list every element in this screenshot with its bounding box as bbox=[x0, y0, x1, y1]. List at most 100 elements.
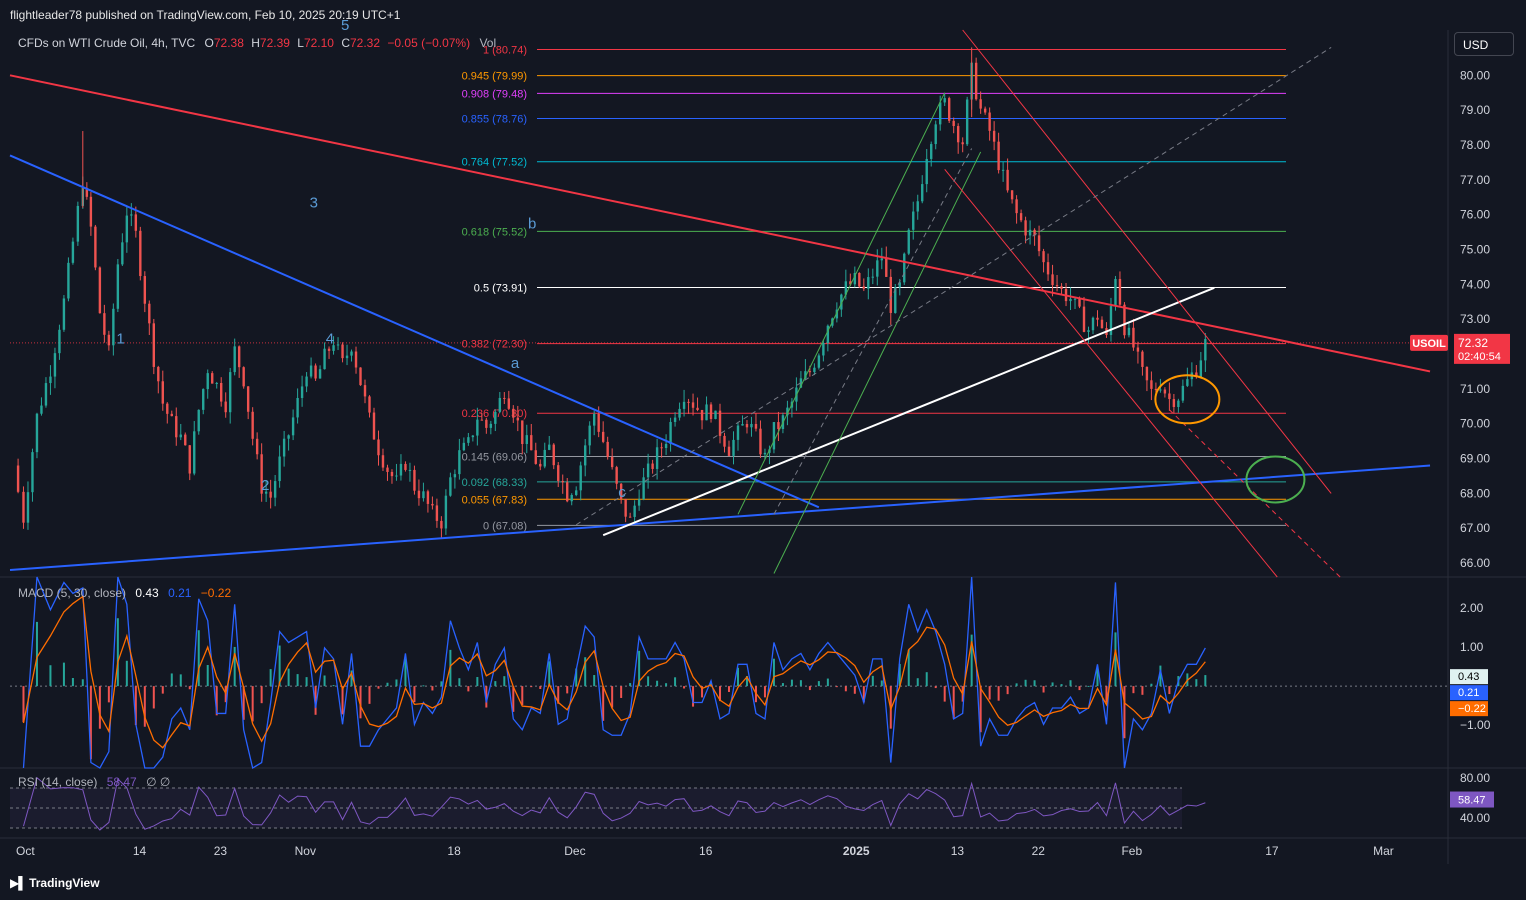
candle-body bbox=[273, 481, 277, 498]
candle-body bbox=[264, 491, 268, 494]
wave-label: 3 bbox=[310, 195, 318, 212]
fib-level-label: 0.055 (67.83) bbox=[462, 494, 527, 506]
macd-histogram-bar bbox=[134, 686, 137, 726]
macd-signal-value: 0.21 bbox=[168, 586, 192, 600]
candle-body bbox=[166, 403, 169, 414]
macd-histogram-bar bbox=[781, 683, 784, 687]
red-dashed-projection bbox=[1169, 409, 1341, 578]
candle-body bbox=[898, 282, 901, 288]
fib-level-label: 0 (67.08) bbox=[483, 520, 527, 532]
candle-body bbox=[440, 520, 443, 529]
candle-body bbox=[314, 365, 317, 379]
candle-body bbox=[220, 382, 223, 402]
price-axis-tick: 79.00 bbox=[1460, 103, 1490, 117]
macd-histogram-bar bbox=[862, 686, 865, 703]
candle-body bbox=[822, 342, 825, 356]
candle-body bbox=[965, 99, 969, 145]
macd-legend: MACD (5, 30, close) 0.43 0.21 −0.22 bbox=[18, 586, 231, 600]
candle-body bbox=[772, 422, 776, 450]
candle-body bbox=[840, 294, 843, 310]
macd-histogram-bar bbox=[925, 672, 928, 687]
candle-body bbox=[934, 124, 937, 145]
candle-body bbox=[1051, 274, 1054, 286]
time-axis-tick: Mar bbox=[1373, 844, 1394, 858]
macd-histogram-bar bbox=[934, 686, 937, 689]
candle-body bbox=[512, 408, 515, 418]
candle-body bbox=[494, 411, 497, 424]
candle-body bbox=[925, 158, 928, 185]
macd-histogram-bar bbox=[566, 686, 569, 694]
candle-body bbox=[94, 226, 97, 268]
candle-body bbox=[961, 142, 964, 145]
candle-body bbox=[184, 434, 187, 446]
candle-body bbox=[1100, 319, 1104, 329]
macd-histogram-bar bbox=[1033, 680, 1036, 687]
candle-body bbox=[619, 483, 623, 499]
macd-histogram-bar bbox=[71, 678, 74, 687]
candle-body bbox=[597, 413, 600, 432]
candle-body bbox=[808, 371, 812, 373]
candle-body bbox=[309, 365, 313, 377]
candle-body bbox=[1033, 229, 1036, 236]
price-tag-symbol: USOIL bbox=[1412, 338, 1446, 350]
price-axis-tick: 73.00 bbox=[1460, 312, 1490, 326]
macd-histogram-bar bbox=[1195, 679, 1198, 687]
currency-button[interactable]: USD bbox=[1454, 32, 1514, 56]
macd-histogram-bar bbox=[512, 686, 515, 712]
candle-body bbox=[552, 444, 555, 466]
candle-body bbox=[871, 276, 874, 278]
candle-body bbox=[1204, 339, 1207, 361]
macd-histogram-bar bbox=[179, 674, 182, 687]
macd-histogram-bar bbox=[970, 634, 973, 687]
macd-histogram-bar bbox=[170, 673, 173, 687]
candle-body bbox=[1087, 330, 1090, 332]
candle-body bbox=[678, 408, 681, 418]
candle-body bbox=[161, 381, 164, 404]
candle-body bbox=[615, 467, 618, 484]
macd-histogram-bar bbox=[1204, 675, 1207, 687]
candle-body bbox=[723, 435, 726, 447]
macd-histogram-bar bbox=[1060, 684, 1063, 687]
macd-histogram-bar bbox=[674, 677, 677, 687]
candle-body bbox=[745, 424, 749, 428]
candle-body bbox=[732, 439, 735, 456]
macd-histogram-bar bbox=[305, 677, 308, 687]
brand-text: TradingView bbox=[29, 876, 100, 890]
candle-body bbox=[876, 260, 879, 277]
macd-histogram-bar bbox=[853, 686, 856, 694]
candle-body bbox=[377, 439, 380, 456]
macd-histogram-bar bbox=[620, 686, 623, 698]
candle-body bbox=[889, 276, 892, 313]
candle-body bbox=[341, 344, 344, 359]
macd-histogram-bar bbox=[125, 660, 128, 687]
macd-histogram-bar bbox=[979, 686, 982, 733]
candle-body bbox=[1195, 372, 1198, 378]
macd-histogram-bar bbox=[341, 686, 344, 715]
candle-body bbox=[943, 98, 946, 103]
candle-body bbox=[718, 410, 722, 436]
candle-body bbox=[548, 444, 551, 450]
macd-histogram-bar bbox=[377, 686, 380, 689]
candle-body bbox=[489, 423, 493, 428]
candle-body bbox=[458, 450, 461, 475]
candle-body bbox=[345, 355, 349, 359]
macd-histogram-bar bbox=[790, 679, 793, 687]
price-tag-symbol-box bbox=[1410, 334, 1448, 351]
candle-body bbox=[417, 490, 421, 499]
price-axis-tick: 75.00 bbox=[1460, 242, 1490, 256]
red-channel-upper bbox=[962, 29, 1332, 494]
price-axis-tick: 66.00 bbox=[1460, 556, 1490, 570]
red-descending-trendline bbox=[9, 74, 1431, 373]
rsi-axis-tick: 40.00 bbox=[1460, 811, 1490, 825]
candle-body bbox=[956, 126, 960, 143]
macd-histogram-bar bbox=[49, 665, 52, 687]
candle-body bbox=[673, 417, 677, 422]
candle-body bbox=[282, 438, 286, 457]
candle-body bbox=[476, 419, 479, 436]
macd-histogram-bar bbox=[602, 686, 605, 721]
macd-value-badge bbox=[1450, 701, 1488, 717]
candle-body bbox=[1168, 393, 1171, 400]
macd-histogram-bar bbox=[81, 679, 84, 687]
candle-body bbox=[485, 419, 488, 428]
